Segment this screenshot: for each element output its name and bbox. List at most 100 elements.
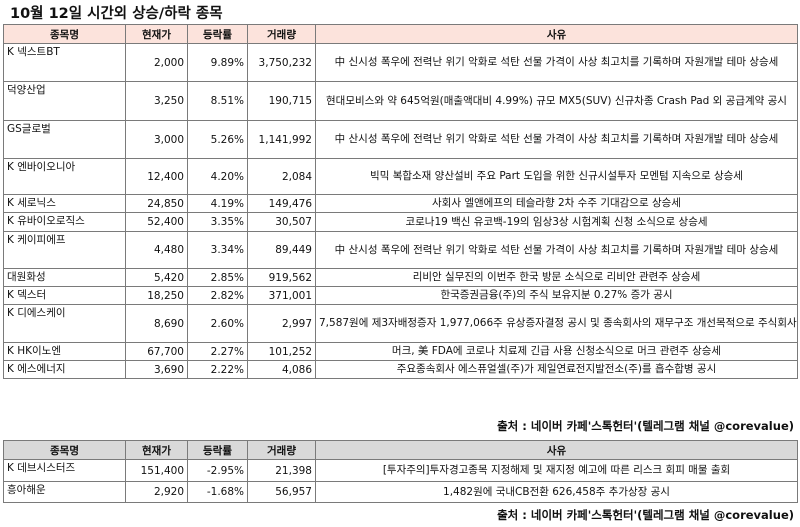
reason-cell: 中 산시성 폭우에 전력난 위기 악화로 석탄 선물 가격이 사상 최고치를 기… <box>315 120 798 159</box>
volume-cell: 919,562 <box>247 268 316 287</box>
reason-cell: 머크, 美 FDA에 코로나 치료제 긴급 사용 신청소식으로 머크 관련주 상… <box>315 342 798 361</box>
table-row: K 유바이오로직스 52,400 3.35% 30,507 코로나19 백신 유코백-1… <box>3 212 798 232</box>
table-row: K 디에스케이 8,690 2.60% 2,997 7,587원에 제3자배정증자 1,… <box>3 304 798 343</box>
stock-name-cell: K 유바이오로직스 <box>3 212 126 232</box>
reason-cell: 7,587원에 제3자배정증자 1,977,066주 유상증자결정 공시 및 종… <box>315 304 798 343</box>
rate-cell: 2.27% <box>187 342 248 361</box>
reason-cell: 빅믹 복합소재 양산설비 주요 Part 도입을 위한 신규시설투자 모멘텀 지… <box>315 158 798 195</box>
table-row: K 에스에너지 3,690 2.22% 4,086 주요종속회사 에스퓨얼셀(주)가 제… <box>3 360 798 379</box>
price-cell: 3,000 <box>125 120 188 159</box>
price-cell: 4,480 <box>125 231 188 269</box>
table-row: 흥아해운 2,920 -1.68% 56,957 1,482원에 국내CB전환 626,… <box>3 481 798 503</box>
reason-cell: 현대모비스와 약 645억원(매출액대비 4.99%) 규모 MX5(SUV) … <box>315 81 798 121</box>
price-cell: 12,400 <box>125 158 188 195</box>
price-cell: 151,400 <box>125 459 188 482</box>
table-header-row: 종목명 현재가 등락률 거래량 사유 <box>3 24 798 44</box>
stock-name-cell: K 넥스트BT <box>3 43 126 82</box>
stock-name-cell: K 에스에너지 <box>3 360 126 379</box>
price-cell: 18,250 <box>125 286 188 305</box>
price-cell: 67,700 <box>125 342 188 361</box>
stock-name-cell: 흥아해운 <box>3 481 126 503</box>
reason-cell: 주요종속회사 에스퓨얼셀(주)가 제일연료전지발전소(주)를 흡수합병 공시 <box>315 360 798 379</box>
volume-cell: 89,449 <box>247 231 316 269</box>
rate-cell: 4.19% <box>187 194 248 213</box>
rate-cell: 4.20% <box>187 158 248 195</box>
header-name: 종목명 <box>3 440 126 460</box>
price-cell: 3,690 <box>125 360 188 379</box>
rate-cell: 3.34% <box>187 231 248 269</box>
header-rate: 등락률 <box>187 440 248 460</box>
table-row: K 덱스터 18,250 2.82% 371,001 한국증권금융(주)의 주식 보유지… <box>3 286 798 305</box>
header-price: 현재가 <box>125 440 188 460</box>
rate-cell: 2.60% <box>187 304 248 343</box>
page-title: 10월 12일 시간외 상승/하락 종목 <box>10 6 223 22</box>
volume-cell: 2,084 <box>247 158 316 195</box>
stock-name-cell: K 케이피에프 <box>3 231 126 269</box>
rate-cell: 3.35% <box>187 212 248 232</box>
volume-cell: 2,997 <box>247 304 316 343</box>
volume-cell: 101,252 <box>247 342 316 361</box>
table-row: K 엔바이오니아 12,400 4.20% 2,084 빅믹 복합소재 양산설비 주요 … <box>3 158 798 195</box>
table-row: K 케이피에프 4,480 3.34% 89,449 中 산시성 폭우에 전력난 위기 … <box>3 231 798 269</box>
volume-cell: 149,476 <box>247 194 316 213</box>
table-row: 대원화성 5,420 2.85% 919,562 리비안 실무진의 이번주 한국 방문 … <box>3 268 798 287</box>
reason-cell: [투자주의]투자경고종목 지정해제 및 재지정 예고에 따른 리스크 회피 매물… <box>315 459 798 482</box>
rate-cell: 2.85% <box>187 268 248 287</box>
price-cell: 2,920 <box>125 481 188 503</box>
price-cell: 8,690 <box>125 304 188 343</box>
rise-stock-table: 종목명 현재가 등락률 거래량 사유 K 넥스트BT 2,000 9.89% 3,75… <box>3 24 798 379</box>
header-volume: 거래량 <box>247 440 316 460</box>
volume-cell: 4,086 <box>247 360 316 379</box>
stock-name-cell: GS글로벌 <box>3 120 126 159</box>
volume-cell: 56,957 <box>247 481 316 503</box>
rate-cell: 9.89% <box>187 43 248 82</box>
reason-cell: 한국증권금융(주)의 주식 보유지분 0.27% 증가 공시 <box>315 286 798 305</box>
header-name: 종목명 <box>3 24 126 44</box>
source-note: 출처 : 네이버 카페'스톡헌터'(텔레그램 채널 @corevalue) <box>497 419 794 433</box>
stock-name-cell: K 엔바이오니아 <box>3 158 126 195</box>
stock-name-cell: 덕양산업 <box>3 81 126 121</box>
header-price: 현재가 <box>125 24 188 44</box>
header-rate: 등락률 <box>187 24 248 44</box>
table-row: 덕양산업 3,250 8.51% 190,715 현대모비스와 약 645억원(매출액대… <box>3 81 798 121</box>
volume-cell: 30,507 <box>247 212 316 232</box>
stock-name-cell: K 덱스터 <box>3 286 126 305</box>
rate-cell: 8.51% <box>187 81 248 121</box>
table-row: K 넥스트BT 2,000 9.89% 3,750,232 中 신시성 폭우에 전력난 … <box>3 43 798 82</box>
header-reason: 사유 <box>315 440 798 460</box>
header-volume: 거래량 <box>247 24 316 44</box>
price-cell: 52,400 <box>125 212 188 232</box>
price-cell: 2,000 <box>125 43 188 82</box>
price-cell: 3,250 <box>125 81 188 121</box>
price-cell: 24,850 <box>125 194 188 213</box>
fall-stock-table: 종목명 현재가 등락률 거래량 사유 K 데브시스터즈 151,400 -2.95%… <box>3 440 798 503</box>
price-cell: 5,420 <box>125 268 188 287</box>
rate-cell: 2.22% <box>187 360 248 379</box>
reason-cell: 코로나19 백신 유코백-19의 임상3상 시험계획 신청 소식으로 상승세 <box>315 212 798 232</box>
volume-cell: 21,398 <box>247 459 316 482</box>
stock-name-cell: K 세로닉스 <box>3 194 126 213</box>
header-reason: 사유 <box>315 24 798 44</box>
reason-cell: 리비안 실무진의 이번주 한국 방문 소식으로 리비안 관련주 상승세 <box>315 268 798 287</box>
stock-name-cell: K HK이노엔 <box>3 342 126 361</box>
table-row: K 세로닉스 24,850 4.19% 149,476 사회사 엘앤에프의 테슬라향 2… <box>3 194 798 213</box>
table-row: GS글로벌 3,000 5.26% 1,141,992 中 산시성 폭우에 전력난 위기… <box>3 120 798 159</box>
volume-cell: 3,750,232 <box>247 43 316 82</box>
reason-cell: 사회사 엘앤에프의 테슬라향 2차 수주 기대감으로 상승세 <box>315 194 798 213</box>
stock-name-cell: K 데브시스터즈 <box>3 459 126 482</box>
rate-cell: 2.82% <box>187 286 248 305</box>
table-header-row: 종목명 현재가 등락률 거래량 사유 <box>3 440 798 460</box>
volume-cell: 1,141,992 <box>247 120 316 159</box>
reason-cell: 中 산시성 폭우에 전력난 위기 악화로 석탄 선물 가격이 사상 최고치를 기… <box>315 231 798 269</box>
rate-cell: -1.68% <box>187 481 248 503</box>
rate-cell: -2.95% <box>187 459 248 482</box>
volume-cell: 190,715 <box>247 81 316 121</box>
source-note: 출처 : 네이버 카페'스톡헌터'(텔레그램 채널 @corevalue) <box>497 508 794 522</box>
table-row: K HK이노엔 67,700 2.27% 101,252 머크, 美 FDA에 코로나 … <box>3 342 798 361</box>
table-row: K 데브시스터즈 151,400 -2.95% 21,398 [투자주의]투자경고종목 … <box>3 459 798 482</box>
reason-cell: 1,482원에 국내CB전환 626,458주 추가상장 공시 <box>315 481 798 503</box>
stock-name-cell: 대원화성 <box>3 268 126 287</box>
rate-cell: 5.26% <box>187 120 248 159</box>
stock-name-cell: K 디에스케이 <box>3 304 126 343</box>
volume-cell: 371,001 <box>247 286 316 305</box>
